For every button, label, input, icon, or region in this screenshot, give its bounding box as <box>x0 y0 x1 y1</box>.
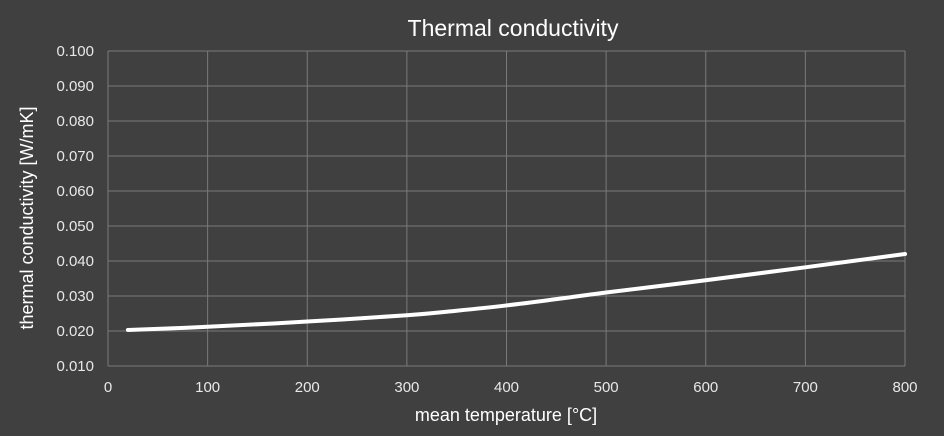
y-tick-label: 0.010 <box>56 358 94 375</box>
series-line <box>125 252 907 332</box>
x-tick-label: 0 <box>104 379 112 396</box>
y-axis-ticks: 0.010 0.020 0.030 0.040 0.050 0.060 0.070 0.080… <box>56 43 94 375</box>
y-tick-label: 0.090 <box>56 78 94 95</box>
y-tick-label: 0.100 <box>56 43 94 60</box>
x-axis-title: mean temperature [°C] <box>415 405 597 425</box>
y-tick-label: 0.080 <box>56 113 94 130</box>
y-tick-label: 0.060 <box>56 183 94 200</box>
x-tick-label: 800 <box>892 379 917 396</box>
y-tick-label: 0.030 <box>56 288 94 305</box>
y-tick-label: 0.070 <box>56 148 94 165</box>
y-axis-title: thermal conductivity [W/mK] <box>17 106 37 329</box>
y-tick-label: 0.020 <box>56 323 94 340</box>
x-axis-ticks: 0 100 200 300 400 500 600 700 800 <box>104 379 918 396</box>
chart-title: Thermal conductivity <box>408 15 619 41</box>
x-tick-label: 100 <box>195 379 220 396</box>
x-tick-label: 300 <box>394 379 419 396</box>
grid <box>107 50 906 367</box>
x-tick-label: 700 <box>793 379 818 396</box>
x-tick-label: 200 <box>295 379 320 396</box>
x-tick-label: 400 <box>494 379 519 396</box>
y-tick-label: 0.040 <box>56 253 94 270</box>
x-tick-label: 500 <box>594 379 619 396</box>
series <box>125 252 907 332</box>
x-tick-label: 600 <box>693 379 718 396</box>
y-tick-label: 0.050 <box>56 218 94 235</box>
